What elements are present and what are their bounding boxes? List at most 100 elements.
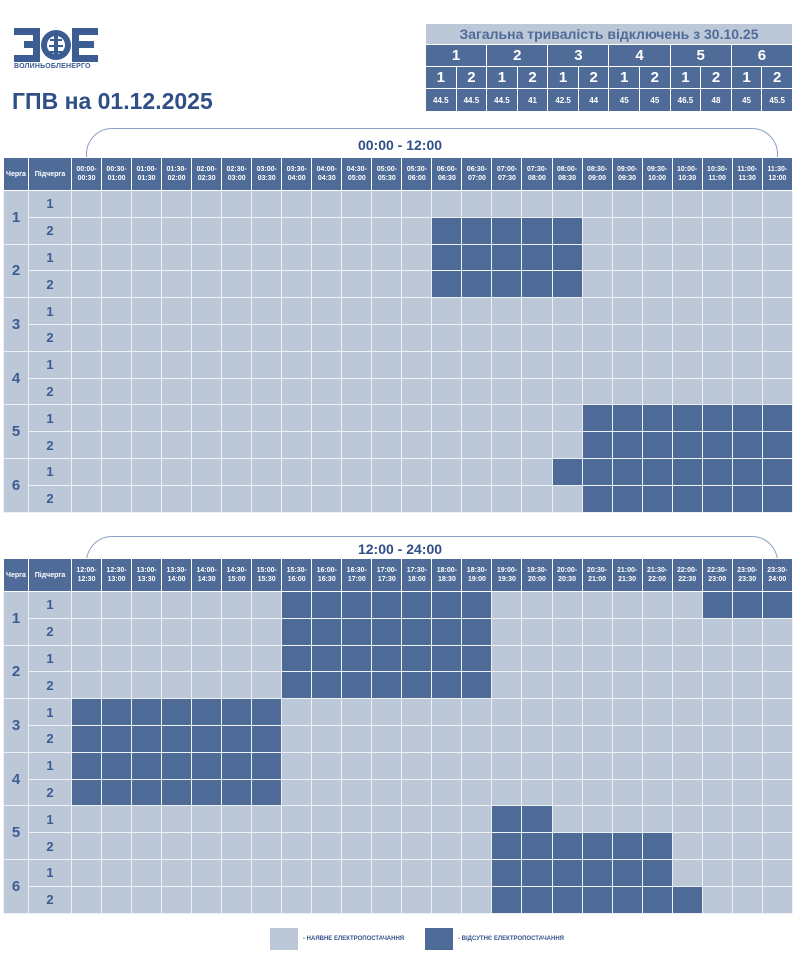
power-cell <box>701 724 733 753</box>
summary-value: 45 <box>639 88 671 112</box>
power-cell <box>101 377 133 406</box>
power-cell <box>191 297 223 325</box>
power-cell <box>341 323 373 352</box>
summary-value: 44.5 <box>486 88 518 112</box>
company-logo: ВОЛИНЬОБЛЕНЕРГО <box>14 28 100 70</box>
power-cell <box>611 297 643 325</box>
power-cell <box>401 885 433 914</box>
power-cell <box>191 404 223 433</box>
power-cell <box>401 350 433 379</box>
summary-subgroup: 2 <box>577 66 610 89</box>
power-cell <box>101 404 133 433</box>
power-cell <box>311 778 343 807</box>
power-cell <box>761 190 794 218</box>
power-cell <box>221 457 253 486</box>
queue-label: 1 <box>3 190 29 245</box>
legend-swatch-available <box>270 928 298 950</box>
outage-cell <box>551 270 583 299</box>
power-cell <box>371 778 403 807</box>
power-cell <box>731 805 763 834</box>
range-label: 00:00 - 12:00 <box>357 137 443 153</box>
power-cell <box>491 297 523 325</box>
time-slot-header: 03:30- 04:00 <box>281 157 313 191</box>
time-slot-header: 22:30- 23:00 <box>701 558 733 592</box>
outage-cell <box>641 484 673 513</box>
power-cell <box>521 297 553 325</box>
power-cell <box>251 644 283 673</box>
queue-label: 1 <box>3 591 29 646</box>
power-cell <box>581 671 613 700</box>
outage-cell <box>221 751 253 780</box>
time-slot-header: 08:30- 09:00 <box>581 157 613 191</box>
power-cell <box>251 805 283 834</box>
outage-cell <box>461 671 493 700</box>
summary-subgroup: 1 <box>608 66 641 89</box>
outage-cell <box>641 457 673 486</box>
power-cell <box>251 350 283 379</box>
power-cell <box>701 671 733 700</box>
power-cell <box>641 751 673 780</box>
power-cell <box>281 243 313 272</box>
outage-cell <box>221 778 253 807</box>
power-cell <box>731 190 763 218</box>
power-cell <box>671 377 703 406</box>
power-cell <box>191 484 223 513</box>
power-cell <box>581 591 613 619</box>
power-cell <box>311 270 343 299</box>
outage-cell <box>671 457 703 486</box>
power-cell <box>641 805 673 834</box>
outage-cell <box>641 404 673 433</box>
power-cell <box>221 323 253 352</box>
power-cell <box>581 805 613 834</box>
outage-cell <box>521 216 553 245</box>
power-cell <box>761 805 794 834</box>
page-title: ГПВ на 01.12.2025 <box>12 88 213 114</box>
outage-cell <box>251 751 283 780</box>
power-cell <box>641 698 673 726</box>
outage-cell <box>461 591 493 619</box>
time-slot-header: 22:00- 22:30 <box>671 558 703 592</box>
power-cell <box>641 190 673 218</box>
summary-subgroup: 1 <box>730 66 763 89</box>
outage-cell <box>581 858 613 887</box>
outage-cell <box>191 724 223 753</box>
power-cell <box>641 644 673 673</box>
power-cell <box>371 858 403 887</box>
power-cell <box>491 778 523 807</box>
summary-value: 45 <box>730 88 763 112</box>
power-cell <box>671 778 703 807</box>
legend-available: - НАЯВНЕ ЕЛЕКТРОПОСТАЧАННЯ <box>270 928 404 950</box>
power-cell <box>101 805 133 834</box>
outage-cell <box>611 457 643 486</box>
power-cell <box>401 698 433 726</box>
power-cell <box>521 404 553 433</box>
power-cell <box>431 885 463 914</box>
subqueue-label: 2 <box>28 724 72 753</box>
subqueue-header: Підчерга <box>28 558 72 592</box>
outage-cell <box>461 617 493 646</box>
subqueue-label: 2 <box>28 377 72 406</box>
power-cell <box>461 858 493 887</box>
power-cell <box>431 698 463 726</box>
outage-cell <box>461 270 493 299</box>
power-cell <box>491 431 523 459</box>
power-cell <box>731 270 763 299</box>
power-cell <box>461 832 493 860</box>
time-slot-header: 16:00- 16:30 <box>311 558 343 592</box>
power-cell <box>671 350 703 379</box>
power-cell <box>431 751 463 780</box>
power-cell <box>611 778 643 807</box>
power-cell <box>251 297 283 325</box>
outage-cell <box>761 457 794 486</box>
power-cell <box>551 644 583 673</box>
power-cell <box>461 190 493 218</box>
outage-cell <box>131 751 163 780</box>
power-cell <box>161 484 193 513</box>
outage-cell <box>611 484 643 513</box>
power-cell <box>371 323 403 352</box>
summary-subgroup: 2 <box>516 66 549 89</box>
power-cell <box>581 377 613 406</box>
power-cell <box>491 404 523 433</box>
power-cell <box>761 377 794 406</box>
time-slot-header: 04:30- 05:00 <box>341 157 373 191</box>
